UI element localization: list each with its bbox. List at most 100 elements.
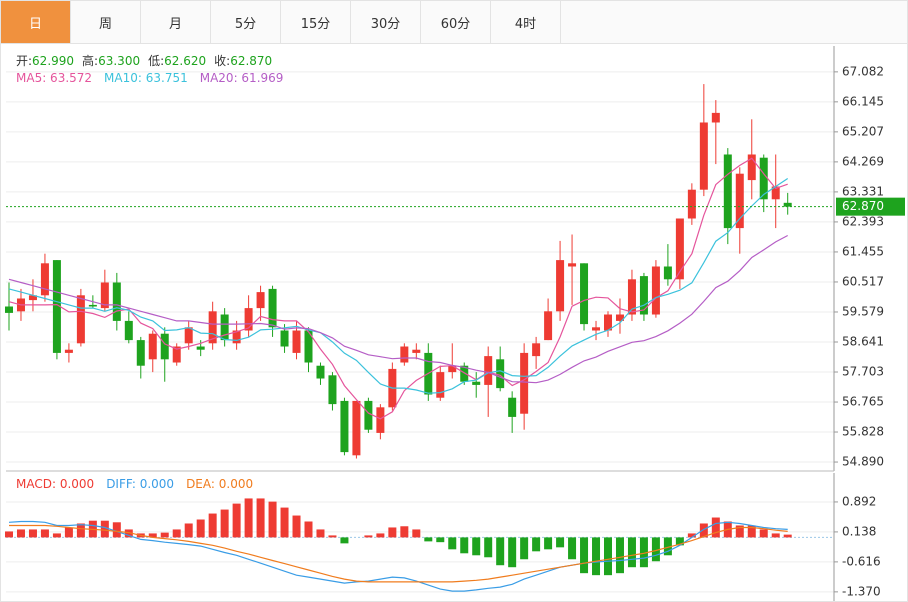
period-tab[interactable]: 4时 <box>491 1 561 43</box>
candle-body <box>508 397 517 417</box>
macd-bar <box>400 526 409 538</box>
macd-bar <box>376 533 385 538</box>
candle-body <box>172 346 181 363</box>
period-tab[interactable]: 月 <box>141 1 211 43</box>
ma-line <box>8 178 789 394</box>
candle-body <box>64 349 73 353</box>
candle-body <box>400 346 409 363</box>
period-tab[interactable]: 5分 <box>211 1 281 43</box>
candle-body <box>40 263 49 296</box>
macd-bar <box>568 537 577 560</box>
ohlc-info: 开:62.990 高:63.300 低:62.620 收:62.870 <box>16 53 272 68</box>
y-tick-label: 63.331 <box>842 184 884 198</box>
macd-bar <box>675 537 684 546</box>
legend-entry: MACD: 0.000 <box>16 477 94 491</box>
ohlc-value: 63.300 <box>98 54 140 68</box>
macd-bar <box>460 537 469 554</box>
macd-bar <box>28 529 37 538</box>
period-tabs: 日周月 5分 15分 30分 60分 4时 <box>1 1 907 44</box>
candle-body <box>604 314 612 331</box>
macd-bar <box>687 533 696 538</box>
macd-bar <box>615 537 624 574</box>
y-tick-label: 54.890 <box>842 455 884 469</box>
candle-body <box>675 218 684 280</box>
candle-body <box>460 365 469 382</box>
candle-body <box>556 260 565 312</box>
macd-bar <box>112 522 121 538</box>
candle-body <box>316 365 325 379</box>
candle-body <box>340 400 349 453</box>
candle-body <box>412 349 421 353</box>
candle-body <box>627 279 636 315</box>
macd-bar <box>759 529 768 538</box>
macd-bar <box>280 507 289 538</box>
macd-line <box>9 524 788 583</box>
macd-bar <box>412 529 421 538</box>
period-tab[interactable]: 日 <box>1 1 71 43</box>
candle-body <box>244 308 253 331</box>
candle-body <box>256 292 265 309</box>
candle-body <box>160 333 169 360</box>
y-tick-label: 60.517 <box>842 274 884 288</box>
candle-body <box>76 295 85 344</box>
ohlc-label: 收: <box>214 54 230 68</box>
candle-body <box>568 263 577 267</box>
macd-bar <box>544 537 553 550</box>
candle-body <box>711 112 720 123</box>
y-tick-label: 56.765 <box>842 395 884 409</box>
macd-bar <box>244 498 253 538</box>
period-tab[interactable]: 15分 <box>281 1 351 43</box>
macd-bar <box>40 529 49 538</box>
macd-bar <box>16 529 25 538</box>
macd-bar <box>364 535 373 538</box>
y-tick-label: 59.579 <box>842 304 884 318</box>
legend-entry: DEA: 0.000 <box>186 477 253 491</box>
candle-body <box>592 327 601 331</box>
macd-bar <box>100 520 109 538</box>
period-tab[interactable]: 60分 <box>421 1 491 43</box>
macd-bar <box>232 503 241 538</box>
macd-line <box>8 520 788 592</box>
candle-body <box>184 327 193 344</box>
macd-bar <box>184 523 193 538</box>
macd-bar <box>663 537 672 556</box>
macd-bar <box>448 537 457 550</box>
candle-body <box>88 304 97 307</box>
macd-bar <box>304 521 313 538</box>
macd-bar <box>735 525 744 538</box>
candle-body <box>544 311 553 341</box>
macd-bar <box>592 537 601 576</box>
legend-entry: MA20: 61.969 <box>200 71 284 85</box>
y-tick-label: 0.138 <box>842 524 876 538</box>
period-tab[interactable]: 周 <box>71 1 141 43</box>
macd-bar <box>556 537 565 548</box>
macd-bar <box>148 533 157 538</box>
candle-body <box>663 266 672 280</box>
macd-bar <box>771 533 780 538</box>
macd-bar <box>484 537 493 558</box>
macd-bar <box>64 527 73 538</box>
ma-line <box>8 157 788 420</box>
candle-body <box>52 260 61 353</box>
legend-entry: DIFF: 0.000 <box>106 477 174 491</box>
candle-body <box>771 186 780 200</box>
ohlc-value: 62.990 <box>32 54 74 68</box>
candle-body <box>112 282 121 321</box>
y-tick-label: 67.082 <box>842 64 884 78</box>
y-tick-label: 57.703 <box>842 365 884 379</box>
macd-bar <box>52 533 61 538</box>
macd-bar <box>124 529 133 538</box>
candle-body <box>5 306 13 313</box>
macd-bar <box>508 537 517 568</box>
y-tick-label: 65.207 <box>842 124 884 138</box>
period-tab[interactable]: 30分 <box>351 1 421 43</box>
candle-body <box>580 263 589 325</box>
macd-bar <box>496 537 505 566</box>
macd-bar <box>424 537 433 542</box>
macd-bar <box>651 537 660 562</box>
macd-bar <box>532 537 541 552</box>
y-tick-label: 0.892 <box>842 494 876 508</box>
ohlc-label: 高: <box>82 53 98 68</box>
candle-body <box>472 381 481 385</box>
